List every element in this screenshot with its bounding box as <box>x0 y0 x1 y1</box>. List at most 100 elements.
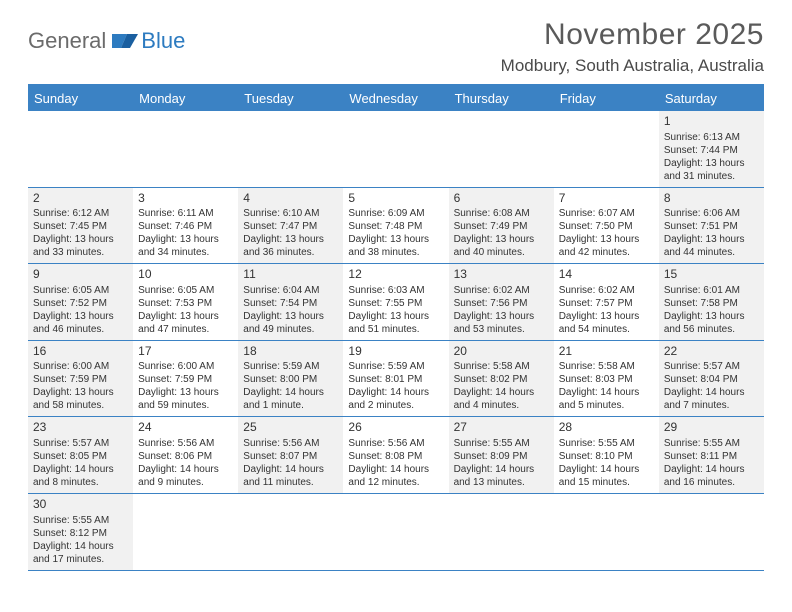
empty-cell <box>343 494 448 570</box>
day-number: 3 <box>138 191 233 207</box>
brand-logo: General Blue <box>28 18 185 54</box>
empty-cell <box>449 494 554 570</box>
sunrise-text: Sunrise: 6:08 AM <box>454 207 549 220</box>
day-number: 10 <box>138 267 233 283</box>
daylight-text: Daylight: 13 hours and 40 minutes. <box>454 233 549 259</box>
sunset-text: Sunset: 7:47 PM <box>243 220 338 233</box>
day-cell: 24Sunrise: 5:56 AMSunset: 8:06 PMDayligh… <box>133 417 238 493</box>
daylight-text: Daylight: 13 hours and 36 minutes. <box>243 233 338 259</box>
daylight-text: Daylight: 14 hours and 5 minutes. <box>559 386 654 412</box>
daylight-text: Daylight: 13 hours and 38 minutes. <box>348 233 443 259</box>
sunset-text: Sunset: 8:02 PM <box>454 373 549 386</box>
sunrise-text: Sunrise: 6:10 AM <box>243 207 338 220</box>
day-cell: 23Sunrise: 5:57 AMSunset: 8:05 PMDayligh… <box>28 417 133 493</box>
week-row: 1Sunrise: 6:13 AMSunset: 7:44 PMDaylight… <box>28 111 764 188</box>
header: General Blue November 2025 Modbury, Sout… <box>28 18 764 76</box>
daylight-text: Daylight: 14 hours and 17 minutes. <box>33 540 128 566</box>
day-number: 22 <box>664 344 759 360</box>
sunrise-text: Sunrise: 6:09 AM <box>348 207 443 220</box>
day-cell: 17Sunrise: 6:00 AMSunset: 7:59 PMDayligh… <box>133 341 238 417</box>
sunset-text: Sunset: 8:04 PM <box>664 373 759 386</box>
empty-cell <box>133 494 238 570</box>
daylight-text: Daylight: 13 hours and 58 minutes. <box>33 386 128 412</box>
month-title: November 2025 <box>501 18 764 52</box>
sunset-text: Sunset: 7:50 PM <box>559 220 654 233</box>
day-number: 23 <box>33 420 128 436</box>
sunset-text: Sunset: 8:06 PM <box>138 450 233 463</box>
day-number: 5 <box>348 191 443 207</box>
daylight-text: Daylight: 13 hours and 53 minutes. <box>454 310 549 336</box>
weekday-sun: Sunday <box>28 86 133 111</box>
day-cell: 1Sunrise: 6:13 AMSunset: 7:44 PMDaylight… <box>659 111 764 187</box>
daylight-text: Daylight: 14 hours and 12 minutes. <box>348 463 443 489</box>
sunrise-text: Sunrise: 5:58 AM <box>559 360 654 373</box>
empty-cell <box>238 111 343 187</box>
day-cell: 27Sunrise: 5:55 AMSunset: 8:09 PMDayligh… <box>449 417 554 493</box>
sunset-text: Sunset: 7:54 PM <box>243 297 338 310</box>
sunset-text: Sunset: 8:07 PM <box>243 450 338 463</box>
day-cell: 30Sunrise: 5:55 AMSunset: 8:12 PMDayligh… <box>28 494 133 570</box>
day-number: 9 <box>33 267 128 283</box>
sunset-text: Sunset: 7:57 PM <box>559 297 654 310</box>
daylight-text: Daylight: 14 hours and 4 minutes. <box>454 386 549 412</box>
day-cell: 22Sunrise: 5:57 AMSunset: 8:04 PMDayligh… <box>659 341 764 417</box>
sunrise-text: Sunrise: 6:07 AM <box>559 207 654 220</box>
day-cell: 6Sunrise: 6:08 AMSunset: 7:49 PMDaylight… <box>449 188 554 264</box>
sunrise-text: Sunrise: 6:05 AM <box>138 284 233 297</box>
day-cell: 7Sunrise: 6:07 AMSunset: 7:50 PMDaylight… <box>554 188 659 264</box>
sunset-text: Sunset: 8:09 PM <box>454 450 549 463</box>
day-cell: 29Sunrise: 5:55 AMSunset: 8:11 PMDayligh… <box>659 417 764 493</box>
sunset-text: Sunset: 8:10 PM <box>559 450 654 463</box>
day-number: 1 <box>664 114 759 130</box>
day-number: 25 <box>243 420 338 436</box>
weekday-fri: Friday <box>554 86 659 111</box>
sunrise-text: Sunrise: 5:57 AM <box>664 360 759 373</box>
sunset-text: Sunset: 7:44 PM <box>664 144 759 157</box>
day-number: 13 <box>454 267 549 283</box>
empty-cell <box>659 494 764 570</box>
weekday-mon: Monday <box>133 86 238 111</box>
day-number: 30 <box>33 497 128 513</box>
daylight-text: Daylight: 13 hours and 47 minutes. <box>138 310 233 336</box>
day-number: 29 <box>664 420 759 436</box>
daylight-text: Daylight: 14 hours and 13 minutes. <box>454 463 549 489</box>
daylight-text: Daylight: 14 hours and 8 minutes. <box>33 463 128 489</box>
sunset-text: Sunset: 7:45 PM <box>33 220 128 233</box>
day-cell: 10Sunrise: 6:05 AMSunset: 7:53 PMDayligh… <box>133 264 238 340</box>
daylight-text: Daylight: 14 hours and 2 minutes. <box>348 386 443 412</box>
day-cell: 13Sunrise: 6:02 AMSunset: 7:56 PMDayligh… <box>449 264 554 340</box>
sunset-text: Sunset: 8:08 PM <box>348 450 443 463</box>
location-text: Modbury, South Australia, Australia <box>501 56 764 76</box>
daylight-text: Daylight: 14 hours and 1 minute. <box>243 386 338 412</box>
title-block: November 2025 Modbury, South Australia, … <box>501 18 764 76</box>
sunrise-text: Sunrise: 6:00 AM <box>138 360 233 373</box>
weekday-header: Sunday Monday Tuesday Wednesday Thursday… <box>28 86 764 111</box>
day-cell: 5Sunrise: 6:09 AMSunset: 7:48 PMDaylight… <box>343 188 448 264</box>
sunrise-text: Sunrise: 5:58 AM <box>454 360 549 373</box>
daylight-text: Daylight: 13 hours and 54 minutes. <box>559 310 654 336</box>
daylight-text: Daylight: 13 hours and 42 minutes. <box>559 233 654 259</box>
week-row: 16 Sunrise: 6:00 AMSunset: 7:59 PM Dayligh… <box>28 341 764 418</box>
sunrise-text: Sunrise: 6:02 AM <box>559 284 654 297</box>
day-cell: 12Sunrise: 6:03 AMSunset: 7:55 PMDayligh… <box>343 264 448 340</box>
sunrise-text: Sunrise: 5:57 AM <box>33 437 128 450</box>
day-cell: 20Sunrise: 5:58 AMSunset: 8:02 PMDayligh… <box>449 341 554 417</box>
day-number: 7 <box>559 191 654 207</box>
weekday-wed: Wednesday <box>343 86 448 111</box>
day-number: 11 <box>243 267 338 283</box>
day-cell: 3Sunrise: 6:11 AMSunset: 7:46 PMDaylight… <box>133 188 238 264</box>
day-cell: 9Sunrise: 6:05 AMSunset: 7:52 PMDaylight… <box>28 264 133 340</box>
empty-cell <box>133 111 238 187</box>
day-number: 2 <box>33 191 128 207</box>
day-number: 16 <box>33 344 128 360</box>
day-cell: 19Sunrise: 5:59 AMSunset: 8:01 PMDayligh… <box>343 341 448 417</box>
sunrise-text: Sunrise: 5:59 AM <box>348 360 443 373</box>
empty-cell <box>449 111 554 187</box>
sunrise-text: Sunrise: 5:56 AM <box>138 437 233 450</box>
sunset-text: Sunset: 7:59 PM <box>138 373 233 386</box>
sunset-text: Sunset: 7:58 PM <box>664 297 759 310</box>
day-cell: 18Sunrise: 5:59 AMSunset: 8:00 PMDayligh… <box>238 341 343 417</box>
sunrise-text: Sunrise: 6:02 AM <box>454 284 549 297</box>
weeks-container: 1Sunrise: 6:13 AMSunset: 7:44 PMDaylight… <box>28 111 764 571</box>
flag-icon <box>112 32 138 50</box>
